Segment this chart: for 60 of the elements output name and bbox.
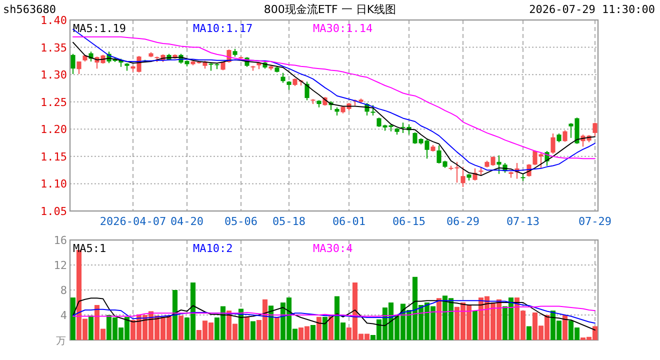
- bar: [526, 326, 532, 340]
- candlestick: [280, 72, 286, 84]
- line-series: [72, 306, 596, 317]
- candlestick: [460, 166, 466, 188]
- bar: [316, 316, 322, 340]
- x-tick-label: 07-29: [578, 215, 612, 228]
- text: MA30:1.14: [313, 22, 373, 35]
- y-tick-label: 1.25: [40, 96, 67, 109]
- y-tick-label: 1.40: [40, 14, 67, 27]
- y-axis-title: 万: [56, 336, 66, 347]
- text: 2026-07-29 11:30:00: [529, 3, 655, 16]
- candlestick: [70, 53, 76, 75]
- y-tick-label: 1.15: [40, 150, 67, 164]
- y-tick-label: 16: [54, 234, 67, 247]
- x-tick-label: 04-20: [170, 215, 204, 228]
- chart-title: 800现金流ETF 一 日K线图: [264, 3, 396, 16]
- candlestick: [562, 130, 568, 142]
- y-tick-label: 1.10: [40, 178, 67, 191]
- x-tick-label: 06-15: [392, 215, 426, 228]
- bar: [250, 321, 256, 340]
- candlestick: [370, 104, 376, 116]
- text: MA30:4: [313, 242, 354, 255]
- line-series: [72, 300, 596, 324]
- text: MA5:1: [73, 242, 106, 255]
- bar: [70, 298, 76, 340]
- y-tick-label: 1.20: [40, 123, 67, 136]
- y-tick-label: 1.30: [40, 68, 67, 82]
- bar: [172, 290, 178, 340]
- y-tick-label: 8: [60, 284, 67, 297]
- y-tick-label: 12: [54, 259, 67, 272]
- candlestick: [592, 122, 598, 137]
- bar: [88, 316, 94, 340]
- bar: [322, 316, 328, 340]
- bar: [274, 316, 280, 340]
- candlestick: [550, 133, 556, 154]
- x-tick-label: 2026-04-07: [100, 215, 166, 228]
- x-tick-label: 06-29: [446, 215, 480, 228]
- candlestick: [496, 154, 502, 174]
- y-tick-label: 1.35: [40, 41, 67, 54]
- x-tick-label: 05-18: [272, 215, 306, 228]
- y-tick-label: 1.05: [40, 205, 67, 218]
- text: sh563680: [3, 3, 56, 16]
- line-series: [72, 298, 596, 330]
- bar: [436, 298, 442, 340]
- candlestick: [76, 60, 82, 75]
- series-label: MA5:1.19: [73, 22, 126, 35]
- candlestick: [304, 81, 310, 101]
- bar: [268, 306, 274, 340]
- text: MA10:2: [193, 242, 233, 255]
- bar: [562, 315, 568, 340]
- x-tick-label: 07-13: [506, 215, 540, 228]
- bar: [244, 316, 250, 340]
- x-tick-label: 06-01: [332, 215, 366, 228]
- bar: [472, 310, 478, 340]
- y-tick-label: 4: [60, 309, 68, 322]
- bar: [328, 316, 334, 340]
- bar: [178, 316, 184, 340]
- x-tick-label: 05-06: [224, 215, 258, 228]
- bar: [310, 325, 316, 340]
- text: MA10:1.17: [193, 22, 253, 35]
